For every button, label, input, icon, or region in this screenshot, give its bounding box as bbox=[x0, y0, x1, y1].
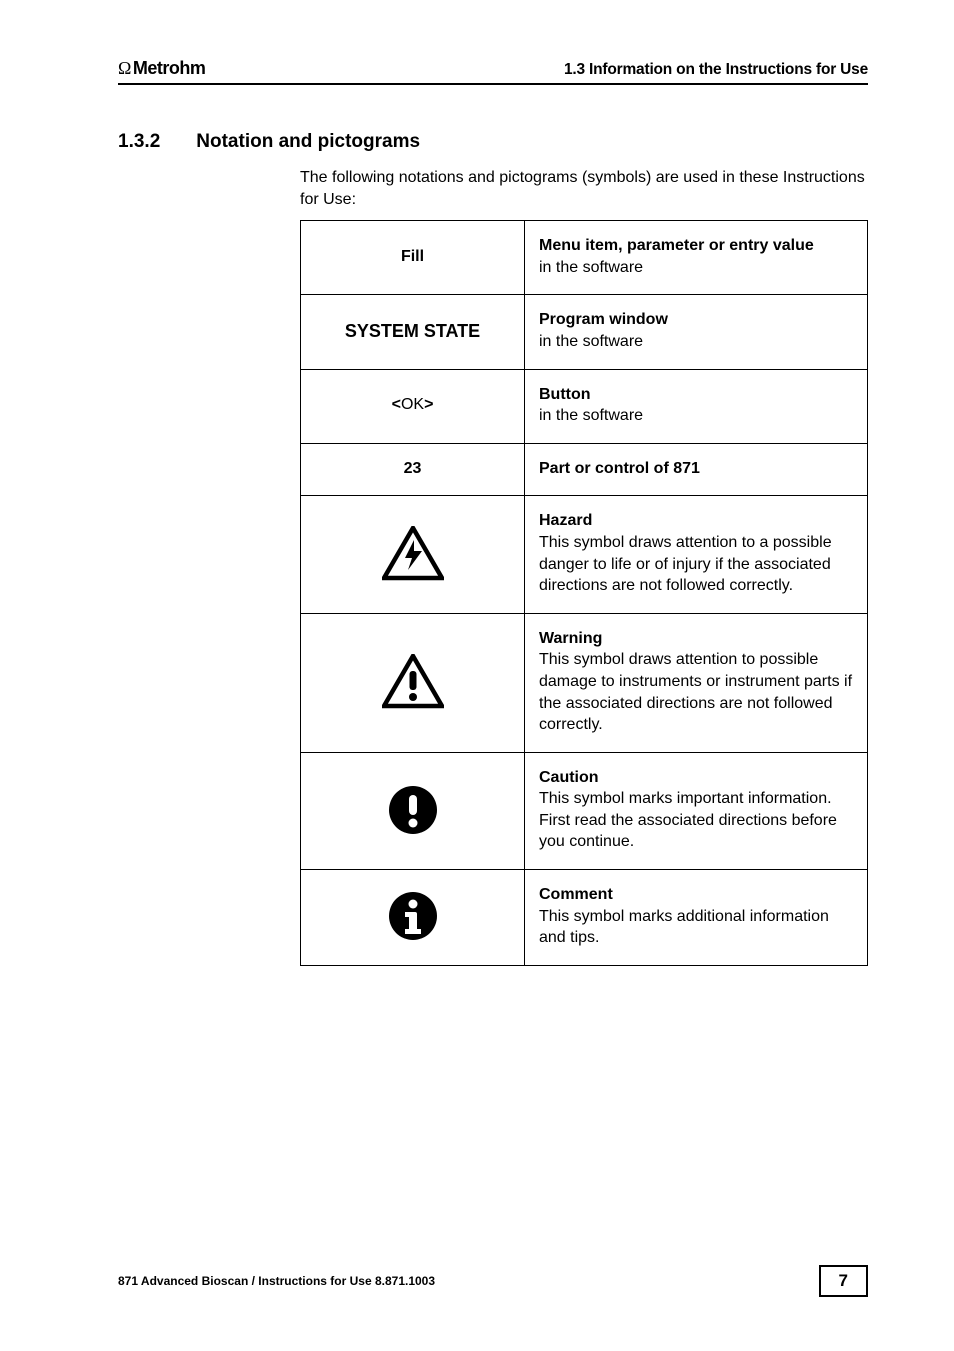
logo-text: Metrohm bbox=[133, 58, 206, 79]
table-row: Caution This symbol marks important infor… bbox=[301, 752, 868, 869]
hazard-icon bbox=[301, 496, 525, 613]
comment-icon bbox=[301, 870, 525, 966]
desc-body: This symbol marks important information.… bbox=[539, 790, 837, 850]
footer-doc-ref: 871 Advanced Bioscan / Instructions for … bbox=[118, 1274, 435, 1288]
notation-symbol: 23 bbox=[301, 443, 525, 496]
desc-title: Program window bbox=[539, 311, 668, 328]
notation-desc: Button in the software bbox=[525, 369, 868, 443]
caution-icon bbox=[301, 752, 525, 869]
table-row: Fill Menu item, parameter or entry value… bbox=[301, 221, 868, 295]
table-row: <OK> Button in the software bbox=[301, 369, 868, 443]
page-number: 7 bbox=[819, 1265, 868, 1297]
warning-icon bbox=[301, 613, 525, 752]
section-title: Notation and pictograms bbox=[196, 131, 420, 153]
table-row: Hazard This symbol draws attention to a p… bbox=[301, 496, 868, 613]
notation-symbol: SYSTEM STATE bbox=[301, 295, 525, 369]
notation-desc: Part or control of 871 bbox=[525, 443, 868, 496]
notation-desc: Warning This symbol draws attention to po… bbox=[525, 613, 868, 752]
section-number: 1.3.2 bbox=[118, 131, 160, 153]
page-footer: 871 Advanced Bioscan / Instructions for … bbox=[118, 1265, 868, 1297]
page-header: ΩMetrohm 1.3 Information on the Instruct… bbox=[118, 58, 868, 85]
desc-body: This symbol marks additional information… bbox=[539, 908, 829, 947]
notation-desc: Hazard This symbol draws attention to a p… bbox=[525, 496, 868, 613]
desc-body: This symbol draws attention to a possibl… bbox=[539, 534, 832, 594]
section-intro: The following notations and pictograms (… bbox=[300, 167, 868, 210]
desc-title: Part or control of 871 bbox=[539, 460, 700, 477]
table-row: Comment This symbol marks additional info… bbox=[301, 870, 868, 966]
desc-body: in the software bbox=[539, 407, 643, 424]
desc-title: Hazard bbox=[539, 512, 592, 529]
desc-title: Comment bbox=[539, 886, 613, 903]
section-heading: 1.3.2 Notation and pictograms bbox=[118, 131, 868, 153]
notation-desc: Caution This symbol marks important infor… bbox=[525, 752, 868, 869]
desc-body: in the software bbox=[539, 259, 643, 276]
table-row: SYSTEM STATE Program window in the softwa… bbox=[301, 295, 868, 369]
desc-title: Button bbox=[539, 386, 591, 403]
notation-symbol: Fill bbox=[301, 221, 525, 295]
header-section-ref: 1.3 Information on the Instructions for … bbox=[564, 61, 868, 79]
notation-desc: Program window in the software bbox=[525, 295, 868, 369]
desc-body: in the software bbox=[539, 333, 643, 350]
table-row: Warning This symbol draws attention to po… bbox=[301, 613, 868, 752]
notation-symbol: <OK> bbox=[301, 369, 525, 443]
notation-desc: Comment This symbol marks additional info… bbox=[525, 870, 868, 966]
desc-body: This symbol draws attention to possible … bbox=[539, 651, 852, 733]
desc-title: Warning bbox=[539, 630, 602, 647]
notation-desc: Menu item, parameter or entry value in th… bbox=[525, 221, 868, 295]
table-row: 23 Part or control of 871 bbox=[301, 443, 868, 496]
desc-title: Menu item, parameter or entry value bbox=[539, 237, 814, 254]
notation-table: Fill Menu item, parameter or entry value… bbox=[300, 220, 868, 966]
logo: ΩMetrohm bbox=[118, 58, 205, 79]
desc-title: Caution bbox=[539, 769, 599, 786]
